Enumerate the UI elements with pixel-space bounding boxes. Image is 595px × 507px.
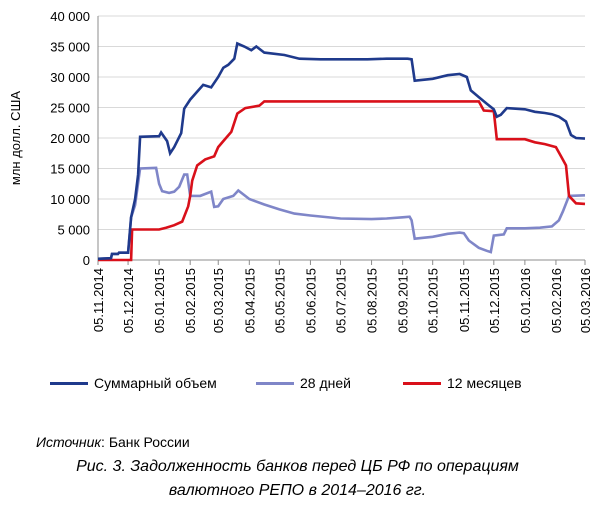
x-tick-label: 05.01.2016 bbox=[518, 268, 533, 333]
legend-item-28-days: 28 дней bbox=[256, 370, 351, 396]
series-line-1 bbox=[97, 166, 586, 261]
y-tick-label: 15 000 bbox=[50, 162, 90, 177]
legend: Суммарный объем 28 дней 12 месяцев bbox=[0, 370, 595, 396]
gridlines bbox=[98, 15, 585, 230]
y-tick-label: 35 000 bbox=[50, 40, 90, 55]
y-tick-label: 40 000 bbox=[50, 9, 90, 24]
legend-label-12-months: 12 месяцев bbox=[447, 375, 522, 391]
x-tick-label: 05.05.2015 bbox=[272, 268, 287, 333]
legend-swatch-total bbox=[50, 381, 88, 385]
chart: 0 5 000 10 000 15 000 20 000 25 000 30 000 35 0… bbox=[8, 9, 593, 333]
y-tick-label: 20 000 bbox=[50, 131, 90, 146]
legend-swatch-12-months bbox=[403, 381, 441, 385]
y-tick-labels: 0 5 000 10 000 15 000 20 000 25 000 30 000 35 0… bbox=[50, 9, 90, 268]
series-lines bbox=[97, 41, 586, 262]
x-tick-label: 05.12.2015 bbox=[487, 268, 502, 333]
y-tick-label: 10 000 bbox=[50, 192, 90, 207]
legend-label-28-days: 28 дней bbox=[300, 375, 351, 391]
legend-swatch-28-days bbox=[256, 381, 294, 385]
source-text: Банк России bbox=[108, 434, 190, 450]
legend-label-total: Суммарный объем bbox=[94, 375, 217, 391]
x-tick-label: 05.11.2015 bbox=[457, 268, 472, 332]
source-note: Источник: Банк России bbox=[36, 434, 190, 450]
y-tick-label: 0 bbox=[83, 253, 90, 268]
x-tick-label: 05.01.2015 bbox=[152, 268, 167, 333]
x-tick-label: 05.07.2015 bbox=[333, 268, 348, 333]
legend-item-12-months: 12 месяцев bbox=[403, 370, 522, 396]
x-tick-label: 05.06.2015 bbox=[303, 268, 318, 333]
x-tick-label: 05.03.2016 bbox=[578, 268, 593, 333]
x-tick-label: 05.11.2014 bbox=[91, 268, 106, 332]
x-tick-label: 05.03.2015 bbox=[211, 268, 226, 333]
y-tick-label: 30 000 bbox=[50, 70, 90, 85]
x-tick-label: 05.09.2015 bbox=[396, 268, 411, 333]
series-line-2 bbox=[98, 100, 586, 262]
source-label: Источник bbox=[36, 434, 102, 450]
x-tick-label: 05.02.2016 bbox=[549, 268, 564, 333]
figure-caption-line-1: Рис. 3. Задолженность банков перед ЦБ РФ… bbox=[76, 458, 519, 475]
source-sep: : bbox=[101, 434, 109, 450]
x-tick-label: 05.10.2015 bbox=[426, 268, 441, 333]
series-line-0 bbox=[97, 41, 586, 261]
y-tick-label: 25 000 bbox=[50, 101, 90, 116]
x-tick-label: 05.04.2015 bbox=[242, 268, 257, 333]
legend-item-total: Суммарный объем bbox=[50, 370, 217, 396]
x-tick-label: 05.12.2014 bbox=[121, 268, 136, 333]
y-tick-label: 5 000 bbox=[57, 223, 90, 238]
x-tick-labels: 05.11.2014 05.12.2014 05.01.2015 05.02.2015… bbox=[91, 268, 593, 333]
figure-caption-line-2: валютного РЕПО в 2014–2016 гг. bbox=[168, 482, 427, 499]
y-axis-label: млн долл. США bbox=[8, 91, 23, 186]
x-tick-label: 05.08.2015 bbox=[365, 268, 380, 333]
x-tick-label: 05.02.2015 bbox=[183, 268, 198, 333]
